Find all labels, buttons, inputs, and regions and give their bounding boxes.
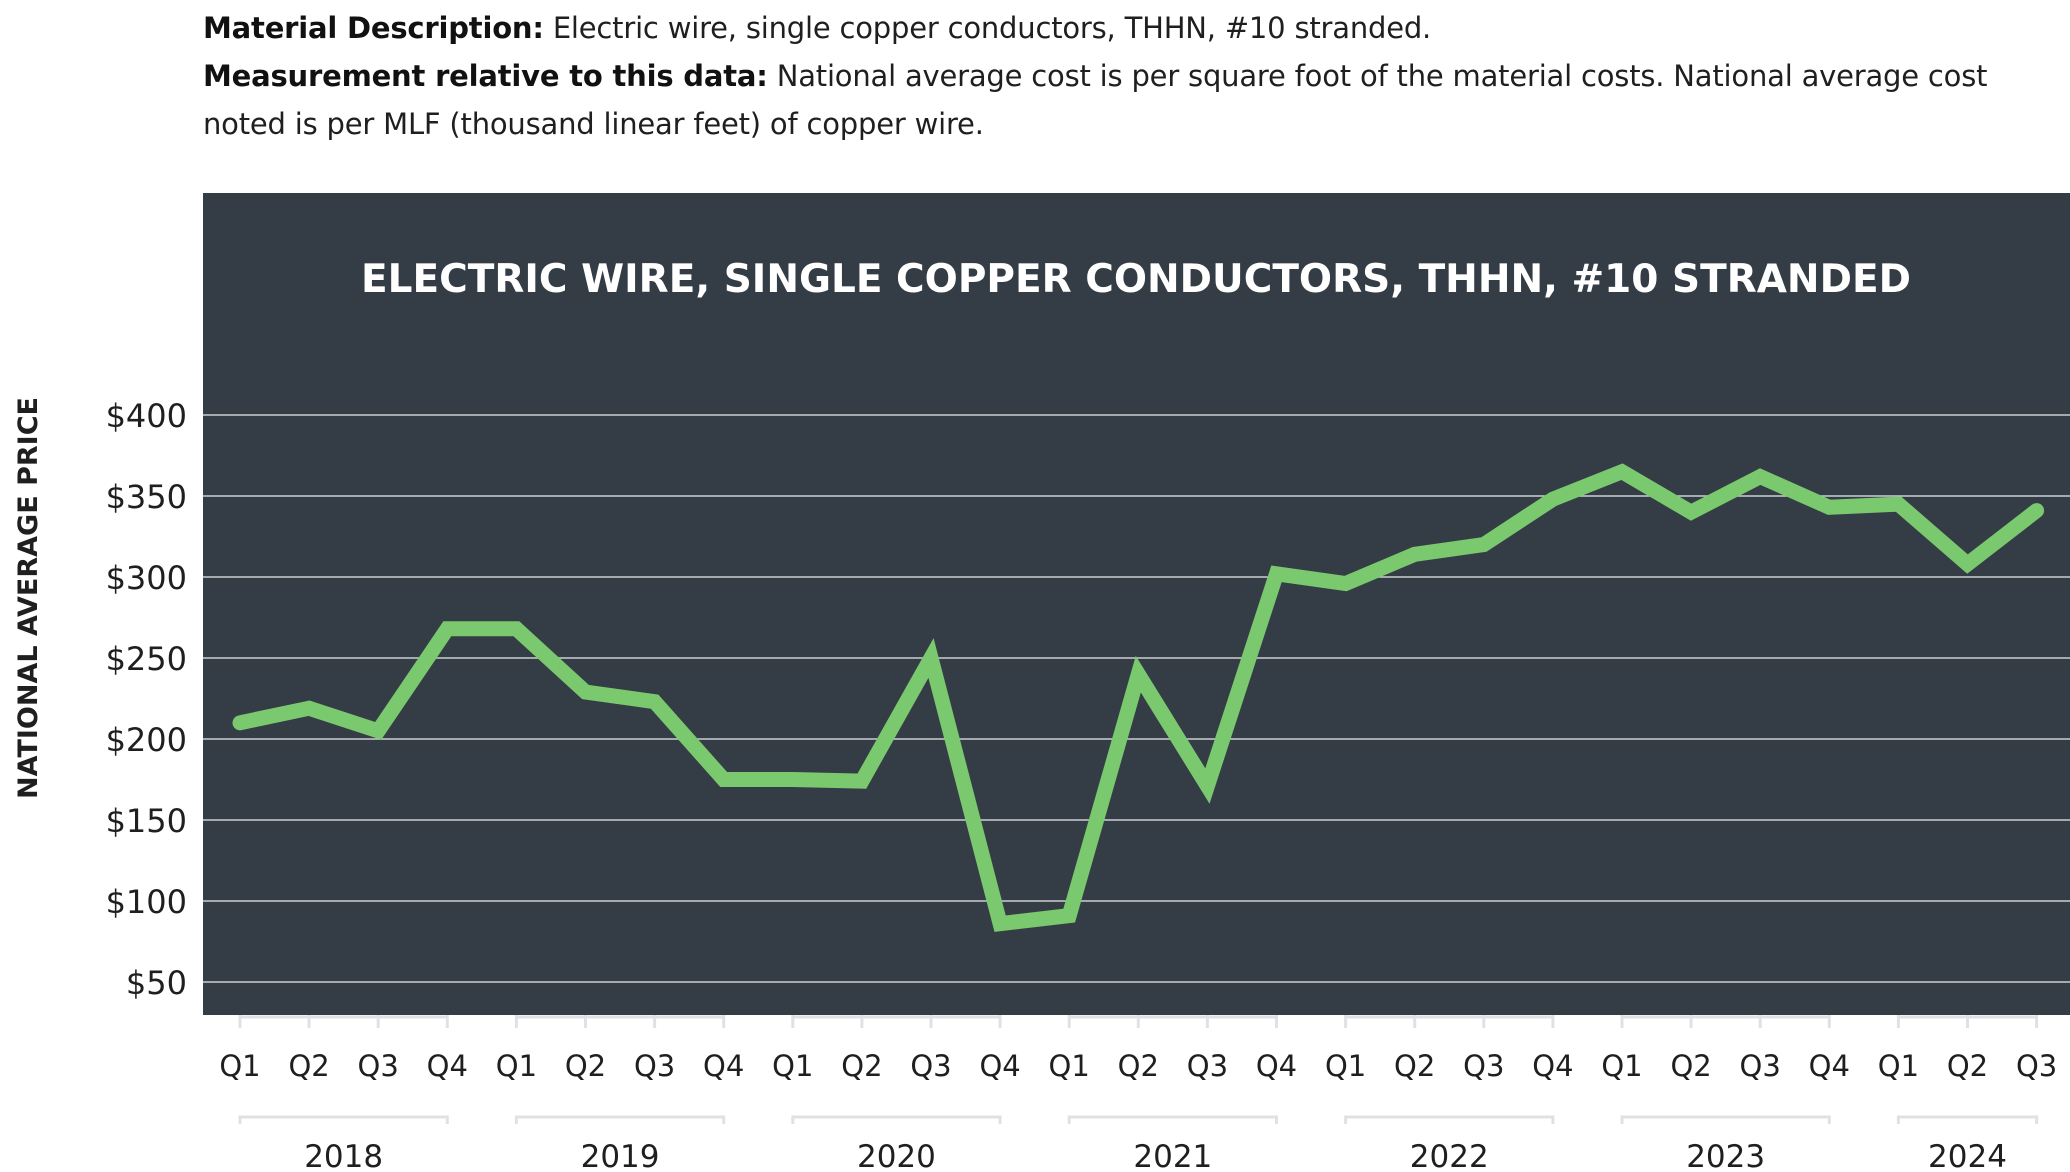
measurement-description-text: National average cost is per square foot… [203, 59, 1988, 141]
x-tick-label: Q2 [1947, 1049, 1988, 1083]
x-tick-label: Q2 [565, 1049, 606, 1083]
y-tick-label: $200 [106, 721, 187, 759]
year-label: 2022 [1410, 1139, 1489, 1172]
data-point [859, 779, 864, 784]
data-point [583, 690, 588, 695]
data-point [445, 626, 450, 631]
x-tick-label: Q2 [1670, 1049, 1711, 1083]
x-tick-label: Q2 [1118, 1049, 1159, 1083]
data-point [998, 921, 1003, 926]
x-tick-label: Q3 [1740, 1049, 1781, 1083]
chart-title: ELECTRIC WIRE, SINGLE COPPER CONDUCTORS,… [361, 257, 1911, 302]
year-label: 2020 [857, 1139, 936, 1172]
data-point [1412, 552, 1417, 557]
series-line-layer [232, 463, 2045, 932]
y-tick-label: $400 [106, 397, 187, 435]
y-tick-label: $50 [126, 964, 187, 1002]
material-description: Material Description: Electric wire, sin… [203, 4, 2043, 148]
data-point [1205, 783, 1210, 788]
year-labels: 2018 2019 2020 2021 2022 2023 2024 [304, 1139, 2007, 1172]
x-tick-label: Q1 [219, 1049, 260, 1083]
data-point [929, 656, 933, 660]
x-tick-label: Q3 [634, 1049, 675, 1083]
x-tick-label: Q1 [1878, 1049, 1919, 1083]
data-point [1827, 505, 1832, 510]
year-bracket-bottom [791, 1115, 1002, 1124]
year-label: 2019 [581, 1139, 660, 1172]
y-tick-labels: $50 $100 $150 $200 $250 $300 $350 $400 [106, 397, 187, 1002]
y-tick-label: $250 [106, 640, 187, 678]
data-point [790, 777, 795, 782]
data-point [652, 699, 657, 704]
data-point [1758, 474, 1763, 479]
data-point [1343, 581, 1348, 586]
y-tick-label: $100 [106, 883, 187, 921]
x-tick-label: Q1 [1049, 1049, 1090, 1083]
year-label: 2018 [304, 1139, 383, 1172]
x-tick-label: Q4 [1532, 1049, 1573, 1083]
x-tick-label: Q2 [841, 1049, 882, 1083]
x-tick-label: Q3 [2016, 1049, 2057, 1083]
x-tick-label: Q4 [1809, 1049, 1850, 1083]
x-tick-label: Q4 [979, 1049, 1020, 1083]
data-point [1896, 502, 1901, 507]
data-point [307, 706, 312, 711]
data-point [1136, 672, 1141, 677]
data-point [1481, 542, 1486, 547]
x-tick-label: Q1 [1601, 1049, 1642, 1083]
year-bracket-bottom [1067, 1115, 1278, 1124]
y-tick-label: $350 [106, 478, 187, 516]
year-bracket-bottom [1620, 1115, 1831, 1124]
y-tick-label: $150 [106, 802, 187, 840]
x-tick-label: Q1 [1325, 1049, 1366, 1083]
year-label: 2021 [1133, 1139, 1212, 1172]
x-tick-label: Q2 [1394, 1049, 1435, 1083]
x-tick-label: Q1 [772, 1049, 813, 1083]
data-point [1067, 913, 1072, 918]
data-point [1689, 510, 1694, 515]
year-bracket-bottom [1344, 1115, 1555, 1124]
year-brackets [238, 1015, 2039, 1124]
data-point [1620, 469, 1624, 474]
gridlines [203, 414, 2070, 983]
y-tick-label: $300 [106, 559, 187, 597]
x-tick-label: Q3 [1463, 1049, 1504, 1083]
data-point [2034, 508, 2039, 513]
data-point [1965, 562, 1970, 567]
data-point [514, 626, 519, 631]
y-axis-label: NATIONAL AVERAGE PRICE [13, 397, 44, 799]
material-description-line: Material Description: Electric wire, sin… [203, 4, 2043, 52]
x-tick-label: Q1 [496, 1049, 537, 1083]
x-tick-label: Q3 [1187, 1049, 1228, 1083]
year-bracket-bottom [238, 1115, 449, 1124]
material-description-label: Material Description: [203, 11, 544, 45]
data-point [376, 728, 381, 733]
year-bracket-bottom [514, 1115, 726, 1124]
x-tick-label: Q3 [358, 1049, 399, 1083]
x-tick-labels: Q1 Q2 Q3 Q4 Q1 Q2 Q3 Q4 Q1 Q2 Q3 Q4 Q1 Q2 Q3 Q4 Q1 Q2 Q3 Q4… [219, 1049, 2057, 1083]
x-tick-label: Q4 [427, 1049, 468, 1083]
data-point [1274, 571, 1279, 576]
chart-panel [203, 193, 2070, 1015]
x-tick-label: Q2 [288, 1049, 329, 1083]
data-point [238, 720, 242, 725]
x-tick-label: Q3 [910, 1049, 951, 1083]
measurement-description-label: Measurement relative to this data: [203, 59, 768, 93]
x-tick-label: Q4 [1256, 1049, 1297, 1083]
data-point [1550, 497, 1555, 502]
measurement-description-line: Measurement relative to this data: Natio… [203, 52, 2043, 148]
material-description-text: Electric wire, single copper conductors,… [552, 11, 1432, 45]
x-tick-label: Q4 [703, 1049, 744, 1083]
data-point [721, 777, 726, 782]
year-bracket-bottom [1896, 1115, 2039, 1124]
year-label: 2023 [1686, 1139, 1765, 1172]
year-label: 2024 [1928, 1139, 2007, 1172]
